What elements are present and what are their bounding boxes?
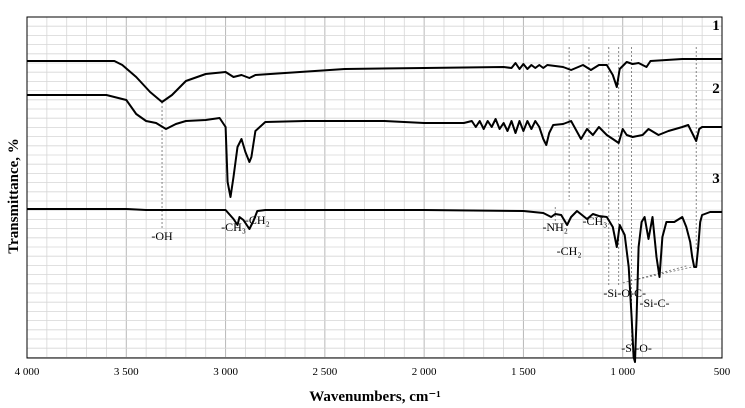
x-tick-label: 2 000 — [412, 366, 437, 378]
peak-label: -CH₂ — [245, 213, 270, 227]
x-tick-labels: 4 000 3 500 3 000 2 500 2 000 1 500 1 000 500 — [15, 366, 731, 378]
series-line-1 — [27, 58, 722, 103]
peak-label: -NH₂ — [542, 220, 568, 234]
plot-border — [26, 16, 723, 359]
x-tick-label: 2 500 — [312, 366, 337, 378]
peak-label: -OH — [151, 229, 173, 243]
peak-label: -Si-C- — [639, 296, 669, 310]
series-number-label: 2 — [712, 81, 720, 97]
peak-annotations: -OH-CH₃-CH₂ -NH₂-CH₂-CH₃-Si-O-C--Si-C--Si… — [151, 213, 669, 355]
series-numbers: 1 2 3 — [712, 18, 720, 187]
x-tick-label: 1 000 — [610, 366, 635, 378]
series-number-label: 3 — [712, 171, 720, 187]
spectra-series — [27, 58, 722, 363]
peak-label: -Si-O-C- — [603, 286, 646, 300]
peak-guide-line — [622, 265, 687, 284]
grid — [26, 16, 723, 358]
peak-label: -CH₃ — [582, 214, 607, 228]
peak-label: -CH₃ — [221, 220, 246, 234]
x-tick-label: 500 — [714, 366, 731, 378]
x-tick-label: 4 000 — [15, 366, 40, 378]
y-axis-title: Transmittance, % — [6, 138, 22, 254]
series-line-2 — [27, 94, 722, 198]
x-axis-title: Wavenumbers, cm⁻¹ — [309, 389, 441, 405]
series-number-label: 1 — [712, 18, 720, 34]
plot-frame — [26, 16, 723, 359]
x-tick-label: 1 500 — [511, 366, 536, 378]
peak-label: -CH₂ — [557, 244, 582, 258]
peak-label: -Si-O- — [621, 341, 652, 355]
series-line-3 — [27, 208, 722, 363]
peak-guide-lines — [161, 47, 697, 345]
x-tick-label: 3 000 — [213, 366, 238, 378]
peak-guide-line — [634, 265, 697, 281]
x-tick-label: 3 500 — [114, 366, 139, 378]
